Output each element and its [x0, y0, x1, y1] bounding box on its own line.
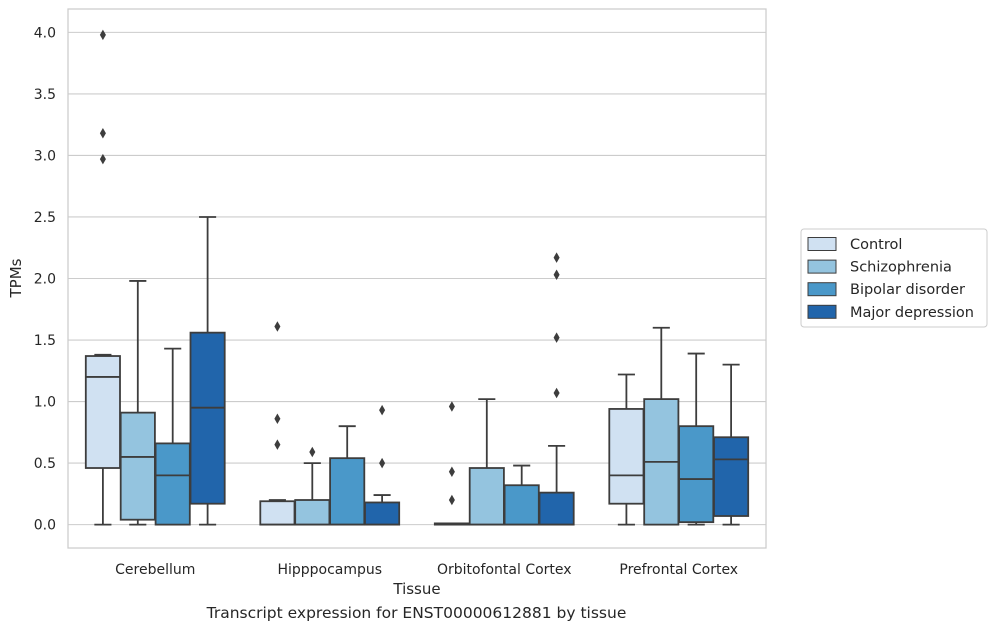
outlier-marker: [553, 269, 560, 281]
y-tick-label: 3.5: [34, 87, 56, 103]
box-3-2: [678, 352, 715, 526]
outlier-marker: [553, 332, 560, 343]
box-iqr: [189, 331, 226, 505]
box-2-0: [433, 522, 470, 526]
y-tick-labels: 0.0 0.5 1.0 1.5 2.0 2.5 3.0 3.5 4.0: [34, 25, 56, 533]
box-2-3: [538, 252, 575, 526]
box-iqr: [503, 484, 540, 526]
box-2-2: [503, 464, 540, 526]
legend-label: Schizophrenia: [850, 260, 952, 276]
y-tick-label: 4.0: [34, 25, 56, 41]
box-3-1: [643, 326, 680, 526]
y-tick-label: 3.0: [34, 148, 56, 164]
outlier-marker: [448, 401, 455, 412]
outlier-marker: [448, 494, 455, 506]
box-3-0: [608, 373, 645, 526]
y-tick-label: 1.5: [34, 333, 56, 349]
box-iqr: [678, 425, 715, 524]
box-iqr: [364, 501, 401, 526]
plot-frame: [67, 8, 767, 549]
box-1-0: [259, 499, 296, 526]
legend-swatch: [807, 259, 837, 274]
y-tick-label: 1.0: [34, 395, 56, 411]
x-tick-labels: Cerebellum Hipppocampus Orbitofontal Corte…: [115, 562, 738, 578]
outliers-2-0: [448, 401, 455, 506]
box-iqr: [259, 500, 296, 526]
y-tick-label: 0.0: [34, 518, 56, 534]
box-iqr: [294, 499, 331, 526]
legend-label: Bipolar disorder: [850, 282, 965, 298]
box-0-1: [119, 280, 156, 526]
x-tick-label: Prefrontal Cortex: [619, 562, 738, 578]
box-1-3: [364, 404, 401, 526]
legend-label: Control: [850, 237, 902, 253]
outlier-marker: [553, 387, 560, 399]
box-2-1: [468, 398, 505, 526]
outlier-marker: [99, 29, 106, 41]
outlier-marker: [274, 439, 281, 450]
outliers-1-0: [274, 321, 281, 450]
box-1-1: [294, 446, 331, 526]
box-0-0: [84, 353, 121, 526]
legend-swatch: [807, 282, 837, 297]
legend: Control Schizophrenia Bipolar disorder Majo…: [800, 228, 988, 328]
box-iqr: [538, 491, 575, 526]
boxes-layer: [84, 29, 750, 526]
x-tick-label: Cerebellum: [115, 562, 195, 578]
y-tick-label: 2.0: [34, 272, 56, 288]
box-iqr: [154, 442, 191, 526]
x-tick-label: Hipppocampus: [277, 562, 382, 578]
box-iqr: [468, 467, 505, 526]
outlier-marker: [553, 252, 560, 263]
y-axis-label: TPMs: [7, 258, 25, 298]
outliers-0-0: [99, 29, 106, 165]
box-1-2: [329, 425, 366, 526]
y-tick-label: 2.5: [34, 210, 56, 226]
box-0-3: [189, 216, 226, 526]
legend-swatch: [807, 237, 837, 251]
y-tick-label: 0.5: [34, 456, 56, 472]
legend-frame: [800, 228, 988, 328]
legend-swatch: [807, 304, 837, 319]
outlier-marker: [379, 457, 386, 469]
box-3-3: [713, 363, 750, 526]
outlier-marker: [309, 446, 316, 458]
outlier-marker: [274, 321, 281, 332]
outlier-marker: [379, 404, 386, 416]
box-iqr: [329, 457, 366, 526]
x-tick-label: Orbitofontal Cortex: [437, 562, 572, 578]
box-iqr: [713, 436, 750, 517]
box-iqr: [84, 355, 121, 469]
box-iqr: [608, 408, 645, 505]
outlier-marker: [448, 466, 455, 477]
x-axis-label: Tissue: [392, 580, 440, 598]
outlier-marker: [99, 153, 106, 165]
outlier-marker: [274, 413, 281, 425]
box-iqr: [119, 411, 156, 521]
figure-caption: Transcript expression for ENST0000061288…: [206, 604, 627, 622]
outlier-marker: [99, 128, 106, 139]
legend-label: Major depression: [850, 305, 974, 321]
